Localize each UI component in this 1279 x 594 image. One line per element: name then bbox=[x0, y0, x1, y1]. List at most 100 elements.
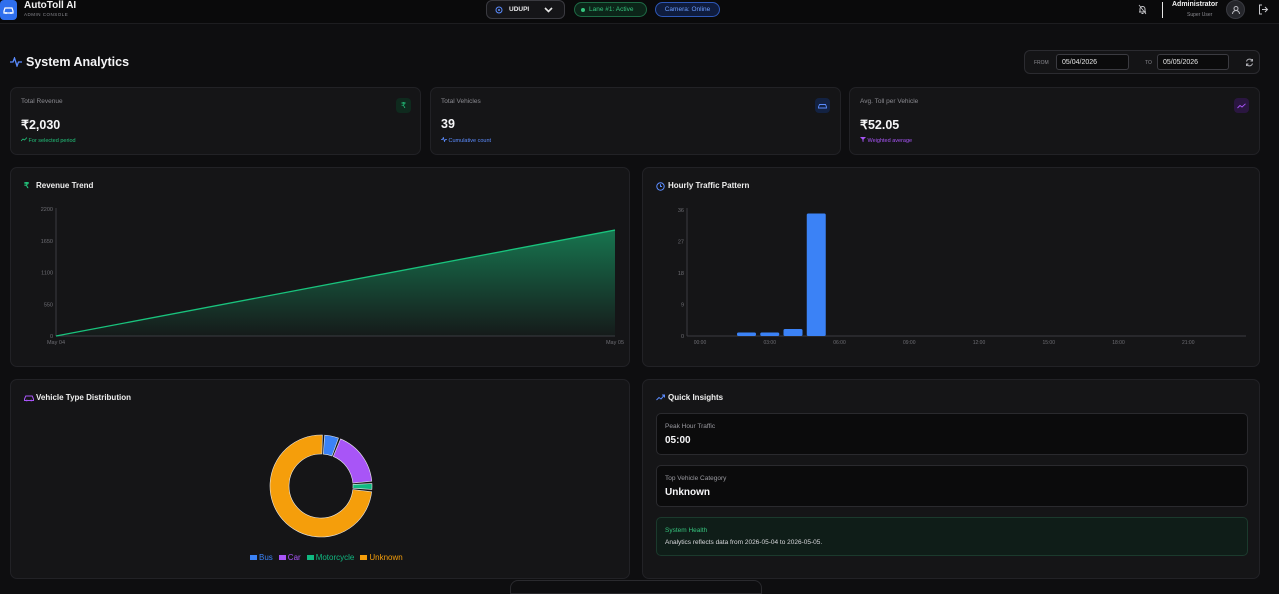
page-title: System Analytics bbox=[26, 55, 130, 69]
stat-subtext: Cumulative count bbox=[441, 136, 492, 144]
top-bar: AutoToll AI ADMIN CONSOLE UDUPI Lane #1:… bbox=[0, 0, 1279, 24]
from-label: FROM bbox=[1034, 60, 1049, 66]
refresh-icon[interactable] bbox=[1245, 58, 1254, 67]
stat-value: ₹52.05 bbox=[860, 118, 900, 132]
y-tick-label: 0 bbox=[681, 334, 684, 340]
revenue-trend-panel: ₹ Revenue Trend 0 550 1100 1650 2200 May 04 Ma… bbox=[10, 167, 630, 367]
logout-icon[interactable] bbox=[1258, 4, 1269, 15]
panel-title: Revenue Trend bbox=[36, 181, 94, 190]
bar-02:00 bbox=[737, 332, 756, 336]
status-dot-icon bbox=[581, 7, 585, 12]
user-name: Administrator bbox=[1172, 1, 1218, 8]
stat-value: 39 bbox=[441, 117, 455, 131]
stat-subtext-label: For selected period bbox=[28, 138, 76, 144]
app-subtitle: ADMIN CONSOLE bbox=[24, 12, 69, 17]
x-tick-label: 21:00 bbox=[1182, 340, 1195, 346]
stat-subtext-label: Cumulative count bbox=[448, 138, 492, 144]
stat-card-revenue: Total Revenue ₹2,030 For selected period… bbox=[10, 87, 421, 155]
stat-label: Total Revenue bbox=[21, 98, 63, 105]
insight-value: 05:00 bbox=[665, 435, 691, 446]
x-tick-label: 18:00 bbox=[1112, 340, 1125, 346]
y-tick-label: 2200 bbox=[41, 207, 53, 213]
legend-item-car[interactable]: Car bbox=[278, 553, 301, 562]
camera-status-badge: Camera: Online bbox=[655, 2, 720, 17]
legend-item-bus[interactable]: Bus bbox=[250, 553, 273, 562]
x-tick-label: May 05 bbox=[606, 340, 624, 346]
panel-title: Quick Insights bbox=[668, 393, 724, 402]
health-text: Analytics reflects data from 2026-05-04 … bbox=[665, 539, 823, 546]
rupee-icon: ₹ bbox=[24, 181, 30, 190]
panel-title: Hourly Traffic Pattern bbox=[668, 181, 750, 190]
chart-legend: Bus Car Motorcycle Unknown bbox=[250, 553, 403, 562]
quick-insights-panel: Quick Insights Peak Hour Traffic 05:00 T… bbox=[642, 379, 1260, 579]
bottom-drawer-handle[interactable] bbox=[510, 580, 762, 594]
app-name: AutoToll AI bbox=[24, 0, 77, 11]
x-tick-label: 12:00 bbox=[973, 340, 986, 346]
user-role: Super User bbox=[1187, 12, 1213, 18]
user-avatar-icon[interactable] bbox=[1226, 0, 1245, 19]
bar-04:00 bbox=[783, 329, 803, 336]
insight-label: Top Vehicle Category bbox=[665, 475, 727, 482]
car-icon bbox=[24, 395, 34, 402]
location-pin-icon bbox=[495, 6, 503, 13]
stat-subtext-label: Weighted average bbox=[867, 138, 913, 144]
legend-item-unknown[interactable]: Unknown bbox=[360, 553, 403, 562]
to-date-input[interactable]: 05/05/2026 bbox=[1157, 54, 1229, 70]
stat-subtext: Weighted average bbox=[860, 137, 912, 144]
x-tick-label: May 04 bbox=[47, 340, 65, 346]
x-tick-label: 15:00 bbox=[1042, 340, 1055, 346]
hourly-traffic-panel: Hourly Traffic Pattern 0 9 18 27 36 00:00 03:0… bbox=[642, 167, 1260, 367]
trending-up-icon bbox=[1234, 98, 1249, 113]
lane-status-text: Lane #1: Active bbox=[589, 6, 634, 13]
notification-bell-icon[interactable] bbox=[1137, 4, 1148, 15]
location-select[interactable]: UDUPI bbox=[486, 0, 565, 19]
y-tick-label: 36 bbox=[678, 208, 684, 214]
chevron-down-icon bbox=[544, 7, 553, 13]
stat-card-avg-toll: Avg. Toll per Vehicle ₹52.05 Weighted av… bbox=[849, 87, 1260, 155]
stat-card-vehicles: Total Vehicles 39 Cumulative count bbox=[430, 87, 841, 155]
legend-label: Car bbox=[287, 553, 301, 562]
revenue-trend-chart: 0 550 1100 1650 2200 May 04 May 05 bbox=[41, 207, 624, 346]
y-tick-label: 1100 bbox=[41, 271, 53, 277]
top-category-card: Top Vehicle Category Unknown bbox=[656, 465, 1248, 507]
hourly-traffic-chart: 0 9 18 27 36 00:00 03:00 06:00 09:00 12:00 15:00 18… bbox=[678, 208, 1246, 346]
vehicle-donut-chart bbox=[269, 434, 373, 538]
filter-icon bbox=[860, 137, 866, 142]
slice-car bbox=[332, 438, 373, 484]
legend-label: Motorcycle bbox=[315, 553, 355, 562]
clock-icon bbox=[656, 182, 665, 191]
car-logo-icon bbox=[0, 0, 17, 20]
insight-label: System Health bbox=[665, 527, 708, 534]
stat-subtext: For selected period bbox=[20, 137, 76, 144]
y-tick-label: 550 bbox=[44, 302, 53, 308]
stat-label: Avg. Toll per Vehicle bbox=[860, 98, 919, 105]
vehicle-distribution-panel: Vehicle Type Distribution Bus Car Motorc… bbox=[10, 379, 630, 579]
trending-up-icon bbox=[656, 394, 665, 401]
y-tick-label: 1650 bbox=[41, 239, 53, 245]
x-tick-label: 06:00 bbox=[833, 340, 846, 346]
car-icon bbox=[815, 98, 830, 113]
y-tick-label: 0 bbox=[50, 334, 53, 340]
trending-up-icon bbox=[20, 137, 28, 142]
x-tick-label: 09:00 bbox=[903, 340, 916, 346]
lane-status-badge: Lane #1: Active bbox=[574, 2, 647, 17]
revenue-line bbox=[55, 229, 616, 337]
insight-value: Unknown bbox=[665, 487, 710, 498]
from-date-input[interactable]: 05/04/2026 bbox=[1056, 54, 1129, 70]
location-value: UDUPI bbox=[509, 6, 530, 13]
camera-status-text: Camera: Online bbox=[664, 6, 711, 13]
y-tick-label: 18 bbox=[678, 271, 684, 277]
legend-item-motorcycle[interactable]: Motorcycle bbox=[306, 553, 355, 562]
stat-value: ₹2,030 bbox=[21, 118, 61, 132]
header-divider bbox=[1162, 2, 1163, 18]
slice-unknown bbox=[269, 434, 373, 538]
date-range-filter: FROM 05/04/2026 TO 05/05/2026 bbox=[1024, 50, 1260, 74]
legend-label: Unknown bbox=[369, 553, 403, 562]
y-tick-label: 27 bbox=[678, 240, 684, 246]
rupee-icon: ₹ bbox=[396, 98, 411, 113]
y-tick-label: 9 bbox=[681, 303, 684, 309]
panel-title: Vehicle Type Distribution bbox=[36, 393, 131, 402]
peak-hour-card: Peak Hour Traffic 05:00 bbox=[656, 413, 1248, 455]
activity-icon bbox=[10, 57, 22, 67]
insight-label: Peak Hour Traffic bbox=[665, 423, 716, 430]
